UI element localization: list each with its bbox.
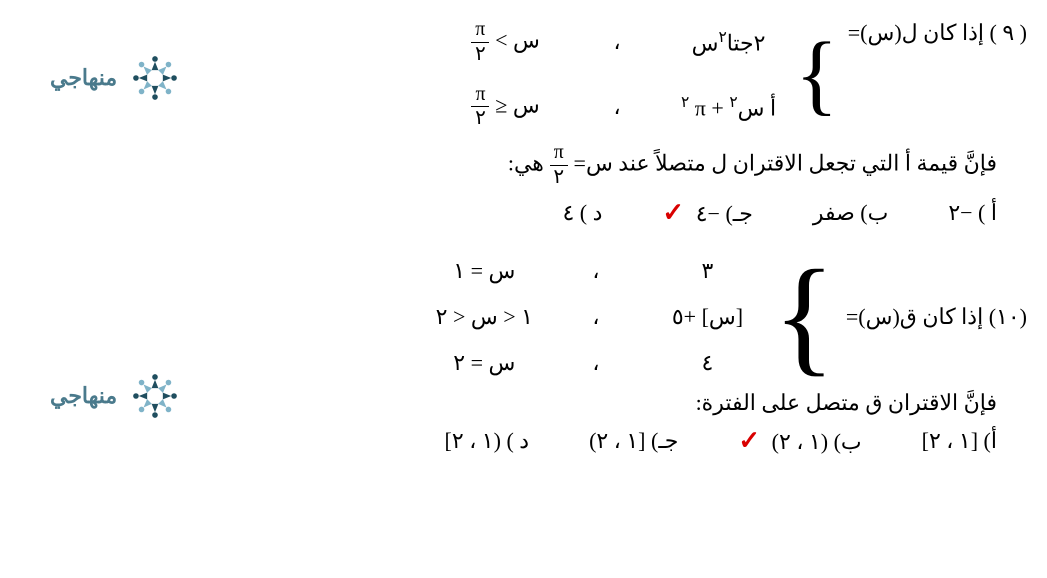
fraction: π ٢ [471, 85, 490, 130]
cond-text: س ≤ [495, 92, 539, 117]
q9-case2-cond: س ≤ π ٢ [445, 85, 565, 130]
separator: ، [613, 29, 620, 55]
q9-opt-b: ب) صفر [813, 200, 889, 226]
frac-num: π [550, 143, 568, 166]
q10-header: (١٠) إذا كان ق(س)= { ٣ ، س = ١ [س] +٥ ، … [20, 258, 1027, 376]
opt-text: جـ) −٤ [696, 201, 753, 226]
separator: ، [592, 350, 599, 376]
fraction: π ٢ [549, 143, 568, 188]
q9-opt-a: أ ) −٢ [948, 200, 997, 226]
q9-case-2: أ س٢ + π ٢ ، س ≤ π ٢ [445, 85, 788, 130]
q9-number: ( ٩ ) إذا كان ل(س)= [848, 20, 1027, 46]
q9-case-1: ٢جتا٢س ، س > π ٢ [445, 20, 788, 65]
check-icon: ✓ [738, 426, 760, 455]
question-10: (١٠) إذا كان ق(س)= { ٣ ، س = ١ [س] +٥ ، … [20, 258, 1027, 456]
q9-piecewise: { ٢جتا٢س ، س > π ٢ أ س٢ + π ٢ ، [445, 20, 837, 129]
q9-opt-d: د ) ٤ [562, 200, 602, 226]
q10-case-1: ٣ ، س = ١ [424, 258, 767, 284]
q9-case2-expr: أ س٢ + π ٢ [669, 93, 789, 121]
q10-opt-c: جـ) [١ ، ٢) [589, 428, 678, 454]
q9-text-pre: فإنَّ قيمة أ التي تجعل الاقتران ل متصلاً… [574, 151, 997, 176]
q9-opt-c: جـ) −٤ ✓ [662, 198, 752, 228]
q10-piecewise: { ٣ ، س = ١ [س] +٥ ، ١ < س < ٢ ٤ ، س = ٢ [424, 258, 836, 376]
q10-opt-a: أ) [١ ، ٢] [922, 428, 997, 454]
q10-options: أ) [١ ، ٢] ب) (١ ، ٢) ✓ جـ) [١ ، ٢) د ) … [20, 426, 997, 456]
watermark-text: منهاجي [50, 383, 117, 409]
question-9: ( ٩ ) إذا كان ل(س)= { ٢جتا٢س ، س > π ٢ [20, 20, 1027, 228]
q9-case1-cond: س > π ٢ [445, 20, 565, 65]
separator: ، [592, 304, 599, 330]
q10-case2-cond: ١ < س < ٢ [424, 304, 544, 330]
q10-case1-cond: س = ١ [424, 258, 544, 284]
q10-cases: ٣ ، س = ١ [س] +٥ ، ١ < س < ٢ ٤ ، س = ٢ [424, 258, 767, 376]
q9-case1-expr: ٢جتا٢س [669, 28, 789, 56]
fraction: π ٢ [471, 20, 490, 65]
q10-case-3: ٤ ، س = ٢ [424, 350, 767, 376]
q10-number: (١٠) إذا كان ق(س)= [846, 304, 1027, 330]
watermark: منهاجي [50, 368, 183, 430]
q9-text-post: هي: [508, 151, 544, 176]
q10-case3-cond: س = ٢ [424, 350, 544, 376]
frac-den: ٢ [471, 43, 490, 65]
watermark-inner: منهاجي [50, 368, 183, 424]
q10-case3-expr: ٤ [647, 350, 767, 376]
q10-opt-b: ب) (١ ، ٢) ✓ [738, 426, 861, 456]
q10-opt-d: د ) (١ ، ٢] [445, 428, 530, 454]
watermark-inner: منهاجي [50, 50, 183, 106]
opt-text: ب) (١ ، ٢) [772, 429, 862, 454]
separator: ، [592, 258, 599, 284]
watermark-text: منهاجي [50, 65, 117, 91]
frac-den: ٢ [471, 107, 490, 129]
check-icon: ✓ [662, 198, 684, 227]
brace-icon: { [773, 271, 835, 362]
frac-num: π [471, 85, 489, 108]
brace-icon: { [795, 39, 838, 111]
q9-text: فإنَّ قيمة أ التي تجعل الاقتران ل متصلاً… [20, 143, 997, 188]
q9-options: أ ) −٢ ب) صفر جـ) −٤ ✓ د ) ٤ [20, 198, 997, 228]
separator: ، [613, 94, 620, 120]
frac-num: π [471, 20, 489, 43]
logo-icon [127, 50, 183, 106]
q10-case-2: [س] +٥ ، ١ < س < ٢ [424, 304, 767, 330]
logo-icon [127, 368, 183, 424]
cond-text: س > [495, 27, 540, 52]
frac-den: ٢ [549, 166, 568, 188]
watermark: منهاجي [50, 50, 183, 112]
q10-case2-expr: [س] +٥ [647, 304, 767, 330]
q10-case1-expr: ٣ [647, 258, 767, 284]
q9-cases: ٢جتا٢س ، س > π ٢ أ س٢ + π ٢ ، س ≤ [445, 20, 788, 129]
